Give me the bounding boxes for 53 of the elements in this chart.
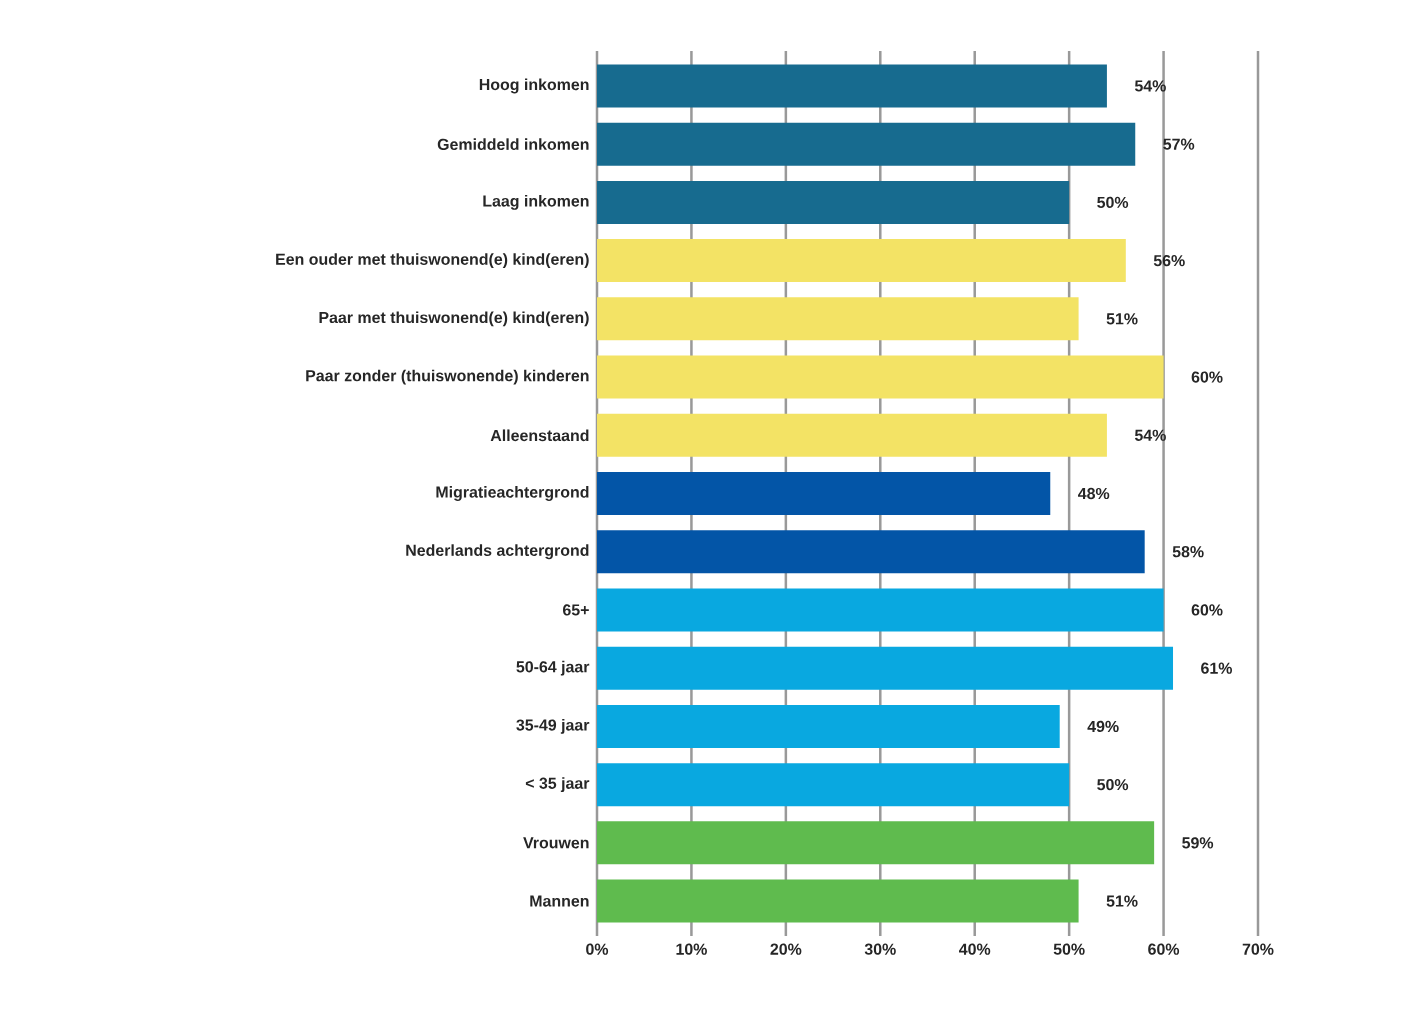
x-tick-label: 40% <box>959 943 991 955</box>
bar <box>597 472 1051 516</box>
y-tick-label: Alleenstaand <box>490 429 589 442</box>
y-tick-label: 65+ <box>563 604 589 616</box>
bar <box>597 355 1164 399</box>
y-tick-label: 35-49 jaar <box>516 718 590 734</box>
bar <box>597 879 1079 923</box>
data-label: 50% <box>1097 196 1129 209</box>
data-label: 50% <box>1097 778 1129 791</box>
x-tick-label: 60% <box>1148 943 1180 955</box>
data-label: 51% <box>1106 895 1138 907</box>
bar <box>597 239 1126 283</box>
y-tick-label: 50-64 jaar <box>516 660 590 676</box>
bar <box>597 413 1107 457</box>
bar <box>597 530 1145 574</box>
data-label: 54% <box>1134 80 1166 92</box>
data-label: 49% <box>1087 720 1119 733</box>
y-tick-label: Mannen <box>530 895 589 907</box>
bar <box>597 646 1174 690</box>
y-tick-label: < 35 jaar <box>525 777 590 793</box>
bar <box>597 588 1164 632</box>
bar <box>597 180 1070 224</box>
bar <box>597 297 1079 341</box>
data-label: 48% <box>1078 487 1110 500</box>
bar <box>597 64 1107 108</box>
x-tick-label: 0% <box>586 943 609 955</box>
data-label: 59% <box>1182 837 1214 849</box>
bar <box>597 763 1070 807</box>
data-label: 51% <box>1106 313 1138 325</box>
y-tick-label: Paar met thuiswonend(e) kind(eren) <box>319 311 589 327</box>
y-tick-label: Laag inkomen <box>483 194 589 210</box>
x-tick-label: 50% <box>1053 943 1085 955</box>
y-tick-label: Migratieachtergrond <box>436 486 589 501</box>
y-tick-label: Gemiddeld inkomen <box>437 138 589 151</box>
bar <box>597 821 1155 865</box>
y-tick-label: Vrouwen <box>523 837 589 849</box>
data-label: 61% <box>1201 662 1233 674</box>
y-tick-label: Hoog inkomen <box>479 78 589 94</box>
x-tick-label: 30% <box>864 943 896 955</box>
y-tick-label: Nederlands achtergrond <box>406 544 589 560</box>
data-label: 60% <box>1191 371 1223 383</box>
x-tick-label: 20% <box>770 943 802 955</box>
data-label: 60% <box>1191 604 1223 616</box>
data-label: 56% <box>1153 254 1185 267</box>
y-tick-label: Paar zonder (thuiswonende) kinderen <box>306 369 589 385</box>
y-tick-label: Een ouder met thuiswonend(e) kind(eren) <box>276 253 589 269</box>
bar <box>597 704 1060 748</box>
data-label: 57% <box>1163 138 1195 150</box>
x-tick-label: 10% <box>676 943 707 955</box>
data-label: 58% <box>1172 546 1204 558</box>
bar <box>597 122 1136 166</box>
x-tick-label: 70% <box>1242 943 1274 955</box>
data-label: 54% <box>1134 429 1166 441</box>
